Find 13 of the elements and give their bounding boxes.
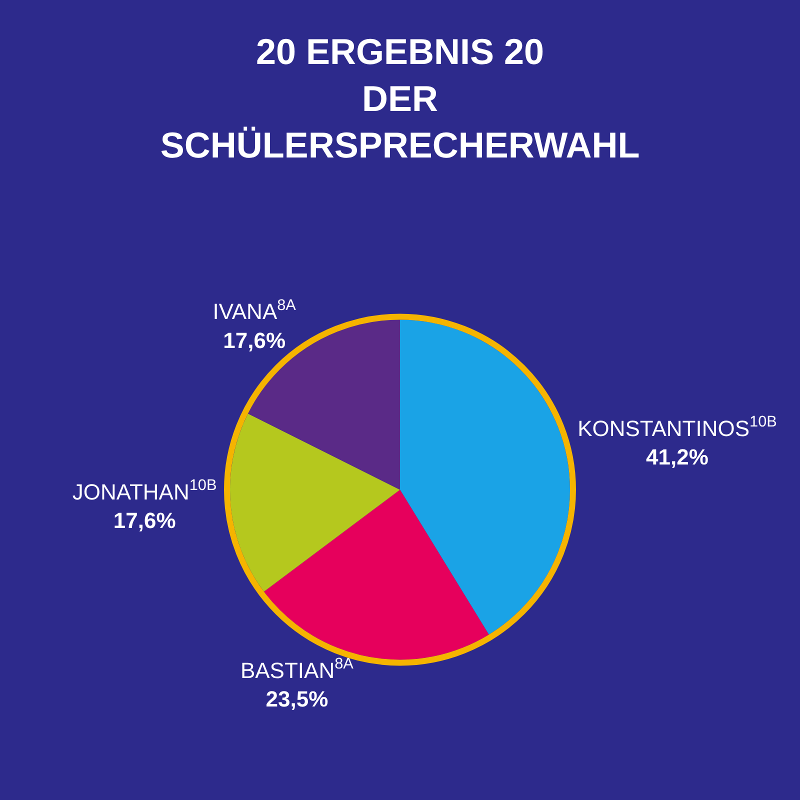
pie-slice (264, 490, 489, 660)
chart-subtitle: DER SCHÜLERSPRECHERWAHL (160, 78, 640, 166)
slice-label: JONATHAN$^{10B}$ (72, 477, 217, 504)
chart-title: 20 ERGEBNIS 20 (256, 31, 544, 72)
slice-label: KONSTANTINOS$^{10B}$ (578, 414, 777, 441)
data-label: 23,5% (266, 686, 328, 712)
pie-slice (230, 414, 400, 592)
pie-slice (400, 320, 570, 635)
data-label: 17,6% (223, 328, 286, 353)
slice-label: BASTIAN$^{8A}$ (240, 656, 354, 683)
data-label: 17,6% (113, 508, 176, 534)
slice-label: IVANA$^{8A}$ (212, 296, 297, 324)
data-label: 41,2% (646, 444, 708, 470)
